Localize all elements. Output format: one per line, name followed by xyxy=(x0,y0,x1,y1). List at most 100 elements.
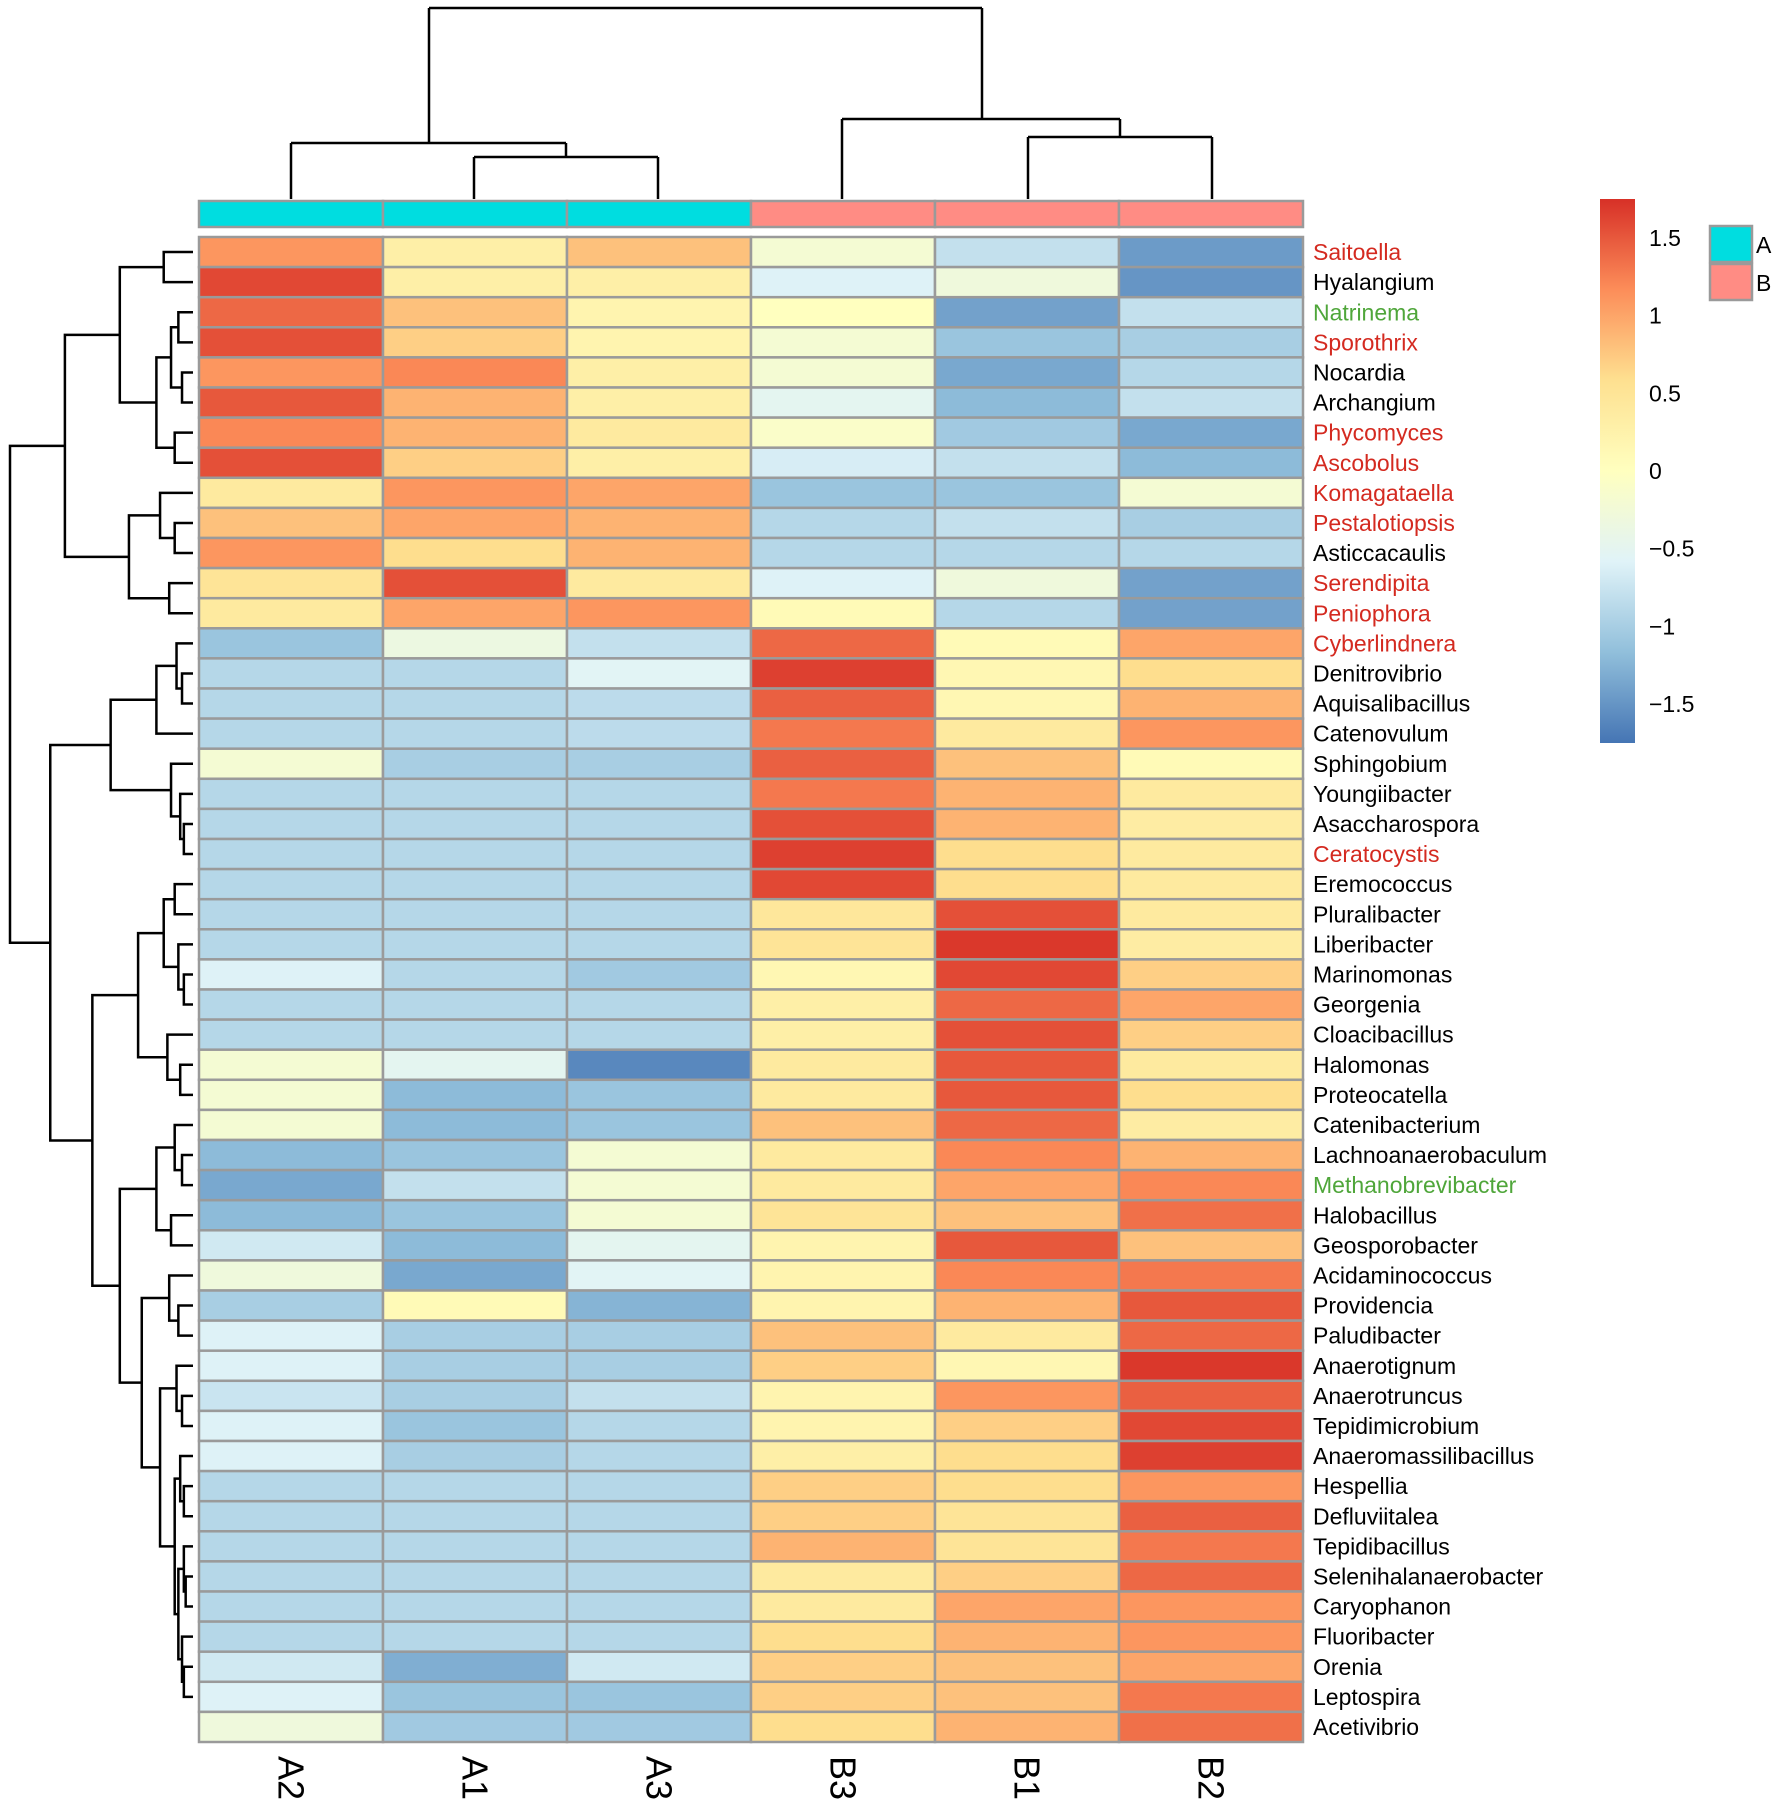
heatmap-cell xyxy=(933,1198,1121,1232)
group-bar-cell xyxy=(933,199,1121,229)
heatmap-cell xyxy=(749,265,937,299)
heatmap-cell xyxy=(381,1319,569,1352)
heatmap-cell xyxy=(565,1710,753,1744)
heatmap-cell xyxy=(1117,958,1305,991)
row-dendro-branch xyxy=(167,581,193,615)
heatmap-cell xyxy=(1117,596,1305,630)
heatmap-cell xyxy=(933,326,1121,359)
heatmap-cell xyxy=(933,627,1121,660)
row-dendro-branch xyxy=(8,444,65,944)
heatmap-cell xyxy=(933,1319,1121,1352)
heatmap-cell xyxy=(197,566,385,600)
row-label: Anaeromassilibacillus xyxy=(1313,1443,1534,1469)
heatmap-cell xyxy=(1117,235,1305,269)
heatmap-cell xyxy=(749,1198,937,1232)
heatmap-cell xyxy=(933,717,1121,750)
heatmap-cell xyxy=(565,747,753,781)
heatmap-cell xyxy=(197,416,385,449)
row-label: Sphingobium xyxy=(1313,751,1447,777)
heatmap-cell xyxy=(565,386,753,419)
row-dendro-branch xyxy=(169,326,183,389)
heatmap-cell xyxy=(197,717,385,750)
heatmap-cell xyxy=(565,1590,753,1623)
heatmap-cell xyxy=(197,235,385,269)
row-label: Nocardia xyxy=(1313,359,1405,385)
row-dendro-branch xyxy=(178,1454,193,1503)
heatmap-cell xyxy=(933,1590,1121,1623)
heatmap-cell xyxy=(933,1108,1121,1142)
heatmap-cell xyxy=(933,1530,1121,1563)
heatmap-cell xyxy=(1117,265,1305,299)
column-label: B3 xyxy=(823,1756,864,1800)
heatmap-cell xyxy=(933,1650,1121,1684)
row-dendro-branch xyxy=(180,1394,193,1428)
heatmap-cell xyxy=(381,1379,569,1413)
heatmap-cell xyxy=(933,1620,1121,1653)
heatmap-cell xyxy=(197,627,385,660)
row-dendro-branch xyxy=(118,1187,157,1384)
row-label: Asticcacaulis xyxy=(1313,540,1446,566)
heatmap-cell xyxy=(1117,295,1305,329)
row-label: Ceratocystis xyxy=(1313,841,1440,867)
heatmap-cell xyxy=(381,1198,569,1232)
heatmap-cell xyxy=(1117,1198,1305,1232)
heatmap-cell xyxy=(749,235,937,269)
row-dendro-branch xyxy=(91,993,139,1288)
heatmap-cell xyxy=(197,1018,385,1051)
heatmap-cell xyxy=(565,1469,753,1503)
group-legend-label: B xyxy=(1756,270,1771,296)
heatmap-cell xyxy=(749,1168,937,1202)
heatmap-cell xyxy=(749,717,937,750)
heatmap-cell xyxy=(197,326,385,359)
row-dendro-branch xyxy=(173,882,193,916)
heatmap-cell xyxy=(197,446,385,480)
row-label: Defluviitalea xyxy=(1313,1503,1438,1529)
heatmap-cell xyxy=(933,265,1121,299)
row-label: Fluoribacter xyxy=(1313,1624,1435,1650)
column-label: A2 xyxy=(271,1756,312,1800)
row-label: Hyalangium xyxy=(1313,269,1434,295)
heatmap-cell xyxy=(381,386,569,419)
heatmap-cell xyxy=(1117,1620,1305,1653)
heatmap-cell xyxy=(1117,356,1305,389)
colorbar-tick-label: −1 xyxy=(1649,613,1675,639)
group-legend-swatch xyxy=(1708,262,1754,302)
row-labels: Saitoella Hyalangium Natrinema Sporothrix No… xyxy=(1313,239,1547,1740)
heatmap-cell xyxy=(749,1108,937,1142)
heatmap-cell xyxy=(749,446,937,480)
heatmap-cell xyxy=(933,1078,1121,1112)
colorbar-tick-label: −1.5 xyxy=(1649,691,1694,717)
heatmap-cell xyxy=(749,867,937,901)
heatmap-cell xyxy=(565,1530,753,1563)
row-label: Tepidimicrobium xyxy=(1313,1413,1479,1439)
heatmap-cell xyxy=(381,416,569,449)
heatmap-cell xyxy=(1117,867,1305,901)
heatmap-cell xyxy=(381,235,569,269)
heatmap-cell xyxy=(381,807,569,841)
heatmap-cell xyxy=(381,446,569,480)
heatmap-cell xyxy=(565,777,753,811)
heatmap-cell xyxy=(565,326,753,359)
heatmap-cell xyxy=(381,627,569,660)
heatmap-cell xyxy=(933,476,1121,510)
row-dendro-branch xyxy=(167,1274,193,1322)
heatmap-cell xyxy=(197,265,385,299)
heatmap-cell xyxy=(197,657,385,690)
heatmap-cell xyxy=(197,807,385,841)
row-dendro-branch xyxy=(182,1484,193,1518)
heatmap-cell xyxy=(565,897,753,931)
heatmap-cell xyxy=(197,988,385,1021)
heatmap-cell xyxy=(749,1319,937,1352)
heatmap-cell xyxy=(749,1469,937,1503)
heatmap-cell xyxy=(381,326,569,359)
heatmap-cell xyxy=(1117,1650,1305,1684)
row-label: Halomonas xyxy=(1313,1052,1429,1078)
heatmap-cell xyxy=(749,295,937,329)
row-label: Caryophanon xyxy=(1313,1594,1451,1620)
heatmap-cell xyxy=(1117,1530,1305,1563)
heatmap-cell xyxy=(933,867,1121,901)
heatmap-cell xyxy=(197,1680,385,1714)
heatmap-cell xyxy=(1117,717,1305,750)
heatmap-cell xyxy=(197,837,385,871)
